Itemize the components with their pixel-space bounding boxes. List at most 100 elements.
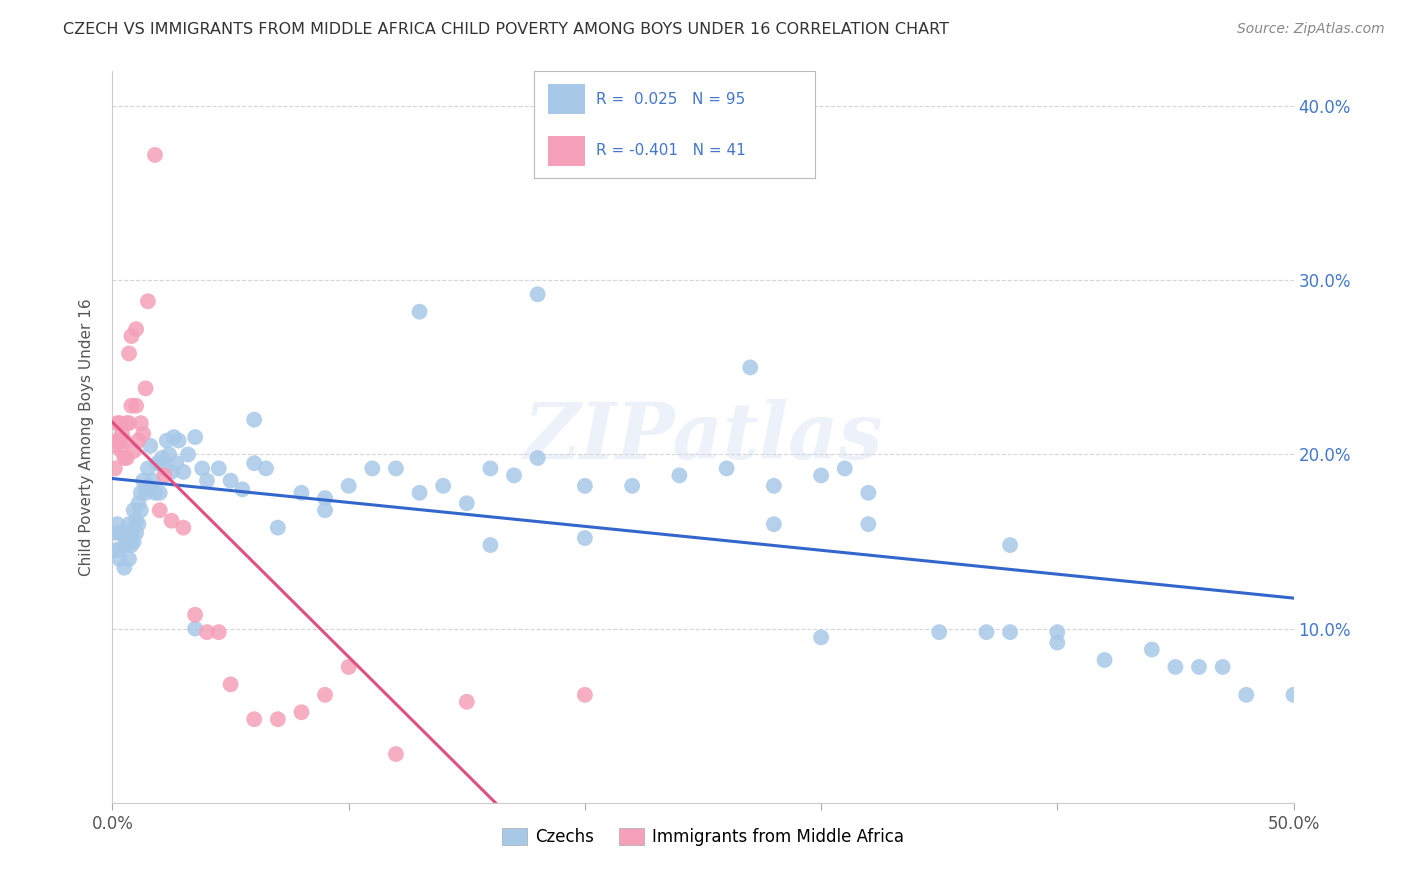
Point: [112, 450, 135, 465]
Point: [150, 450, 173, 465]
Point: [156, 434, 179, 448]
Point: [127, 434, 149, 448]
Point: [762, 479, 785, 493]
Point: [219, 677, 242, 691]
Bar: [548, 136, 585, 166]
Point: [142, 474, 165, 488]
Legend: Czechs, Immigrants from Middle Africa: Czechs, Immigrants from Middle Africa: [495, 822, 911, 853]
Point: [111, 525, 134, 540]
Point: [184, 430, 207, 444]
Text: R = -0.401   N = 41: R = -0.401 N = 41: [596, 143, 747, 158]
Point: [858, 517, 880, 532]
Point: [928, 625, 950, 640]
Point: [177, 448, 200, 462]
Point: [243, 412, 266, 426]
Point: [692, 137, 714, 152]
Point: [125, 514, 148, 528]
Point: [385, 461, 408, 475]
Bar: [548, 84, 585, 114]
Point: [135, 485, 157, 500]
Point: [118, 552, 141, 566]
Point: [408, 304, 430, 318]
Point: [132, 426, 155, 441]
Point: [108, 416, 131, 430]
Point: [111, 426, 134, 441]
Y-axis label: Child Poverty Among Boys Under 16: Child Poverty Among Boys Under 16: [79, 298, 94, 576]
Point: [129, 416, 152, 430]
Point: [858, 485, 880, 500]
Point: [456, 496, 478, 510]
Point: [105, 434, 128, 448]
Point: [108, 552, 131, 566]
Point: [125, 399, 148, 413]
Point: [668, 468, 690, 483]
Point: [408, 485, 430, 500]
Point: [208, 625, 231, 640]
Point: [574, 531, 596, 545]
Point: [118, 346, 141, 360]
Point: [115, 525, 138, 540]
Point: [385, 747, 408, 761]
Point: [153, 468, 176, 483]
Point: [122, 534, 145, 549]
Point: [1212, 660, 1234, 674]
Point: [104, 461, 127, 475]
Point: [125, 322, 148, 336]
Point: [149, 485, 172, 500]
Point: [195, 625, 218, 640]
Point: [105, 543, 128, 558]
Point: [243, 712, 266, 726]
Point: [740, 360, 762, 375]
Text: Source: ZipAtlas.com: Source: ZipAtlas.com: [1237, 22, 1385, 37]
Point: [160, 514, 183, 528]
Point: [1188, 660, 1211, 674]
Point: [337, 479, 360, 493]
Point: [167, 434, 190, 448]
Point: [191, 461, 214, 475]
Point: [118, 517, 141, 532]
Point: [125, 525, 148, 540]
Point: [146, 456, 169, 470]
Point: [163, 430, 186, 444]
Point: [1094, 653, 1116, 667]
Point: [135, 381, 157, 395]
Point: [108, 434, 131, 448]
Point: [120, 399, 142, 413]
Point: [143, 148, 166, 162]
Point: [503, 468, 526, 483]
Point: [267, 712, 290, 726]
Point: [120, 329, 142, 343]
Point: [157, 448, 180, 462]
Point: [998, 625, 1021, 640]
Point: [120, 525, 142, 540]
Text: ZIPatlas: ZIPatlas: [523, 399, 883, 475]
Point: [254, 461, 277, 475]
Point: [184, 607, 207, 622]
Point: [111, 444, 134, 458]
Point: [290, 705, 312, 719]
Point: [104, 439, 127, 453]
Point: [127, 496, 149, 510]
Point: [112, 538, 135, 552]
Point: [243, 456, 266, 470]
Point: [219, 474, 242, 488]
Text: CZECH VS IMMIGRANTS FROM MIDDLE AFRICA CHILD POVERTY AMONG BOYS UNDER 16 CORRELA: CZECH VS IMMIGRANTS FROM MIDDLE AFRICA C…: [63, 22, 949, 37]
Point: [105, 517, 128, 532]
Point: [231, 483, 253, 497]
Point: [1234, 688, 1257, 702]
Point: [172, 465, 194, 479]
Point: [1046, 625, 1069, 640]
Point: [208, 461, 231, 475]
Point: [479, 538, 502, 552]
Point: [129, 503, 152, 517]
Point: [120, 538, 142, 552]
Point: [1046, 635, 1069, 649]
Point: [621, 479, 644, 493]
Point: [1140, 642, 1163, 657]
Point: [115, 416, 138, 430]
Point: [104, 543, 127, 558]
Point: [149, 503, 172, 517]
Point: [361, 461, 384, 475]
Point: [456, 695, 478, 709]
Point: [104, 525, 127, 540]
